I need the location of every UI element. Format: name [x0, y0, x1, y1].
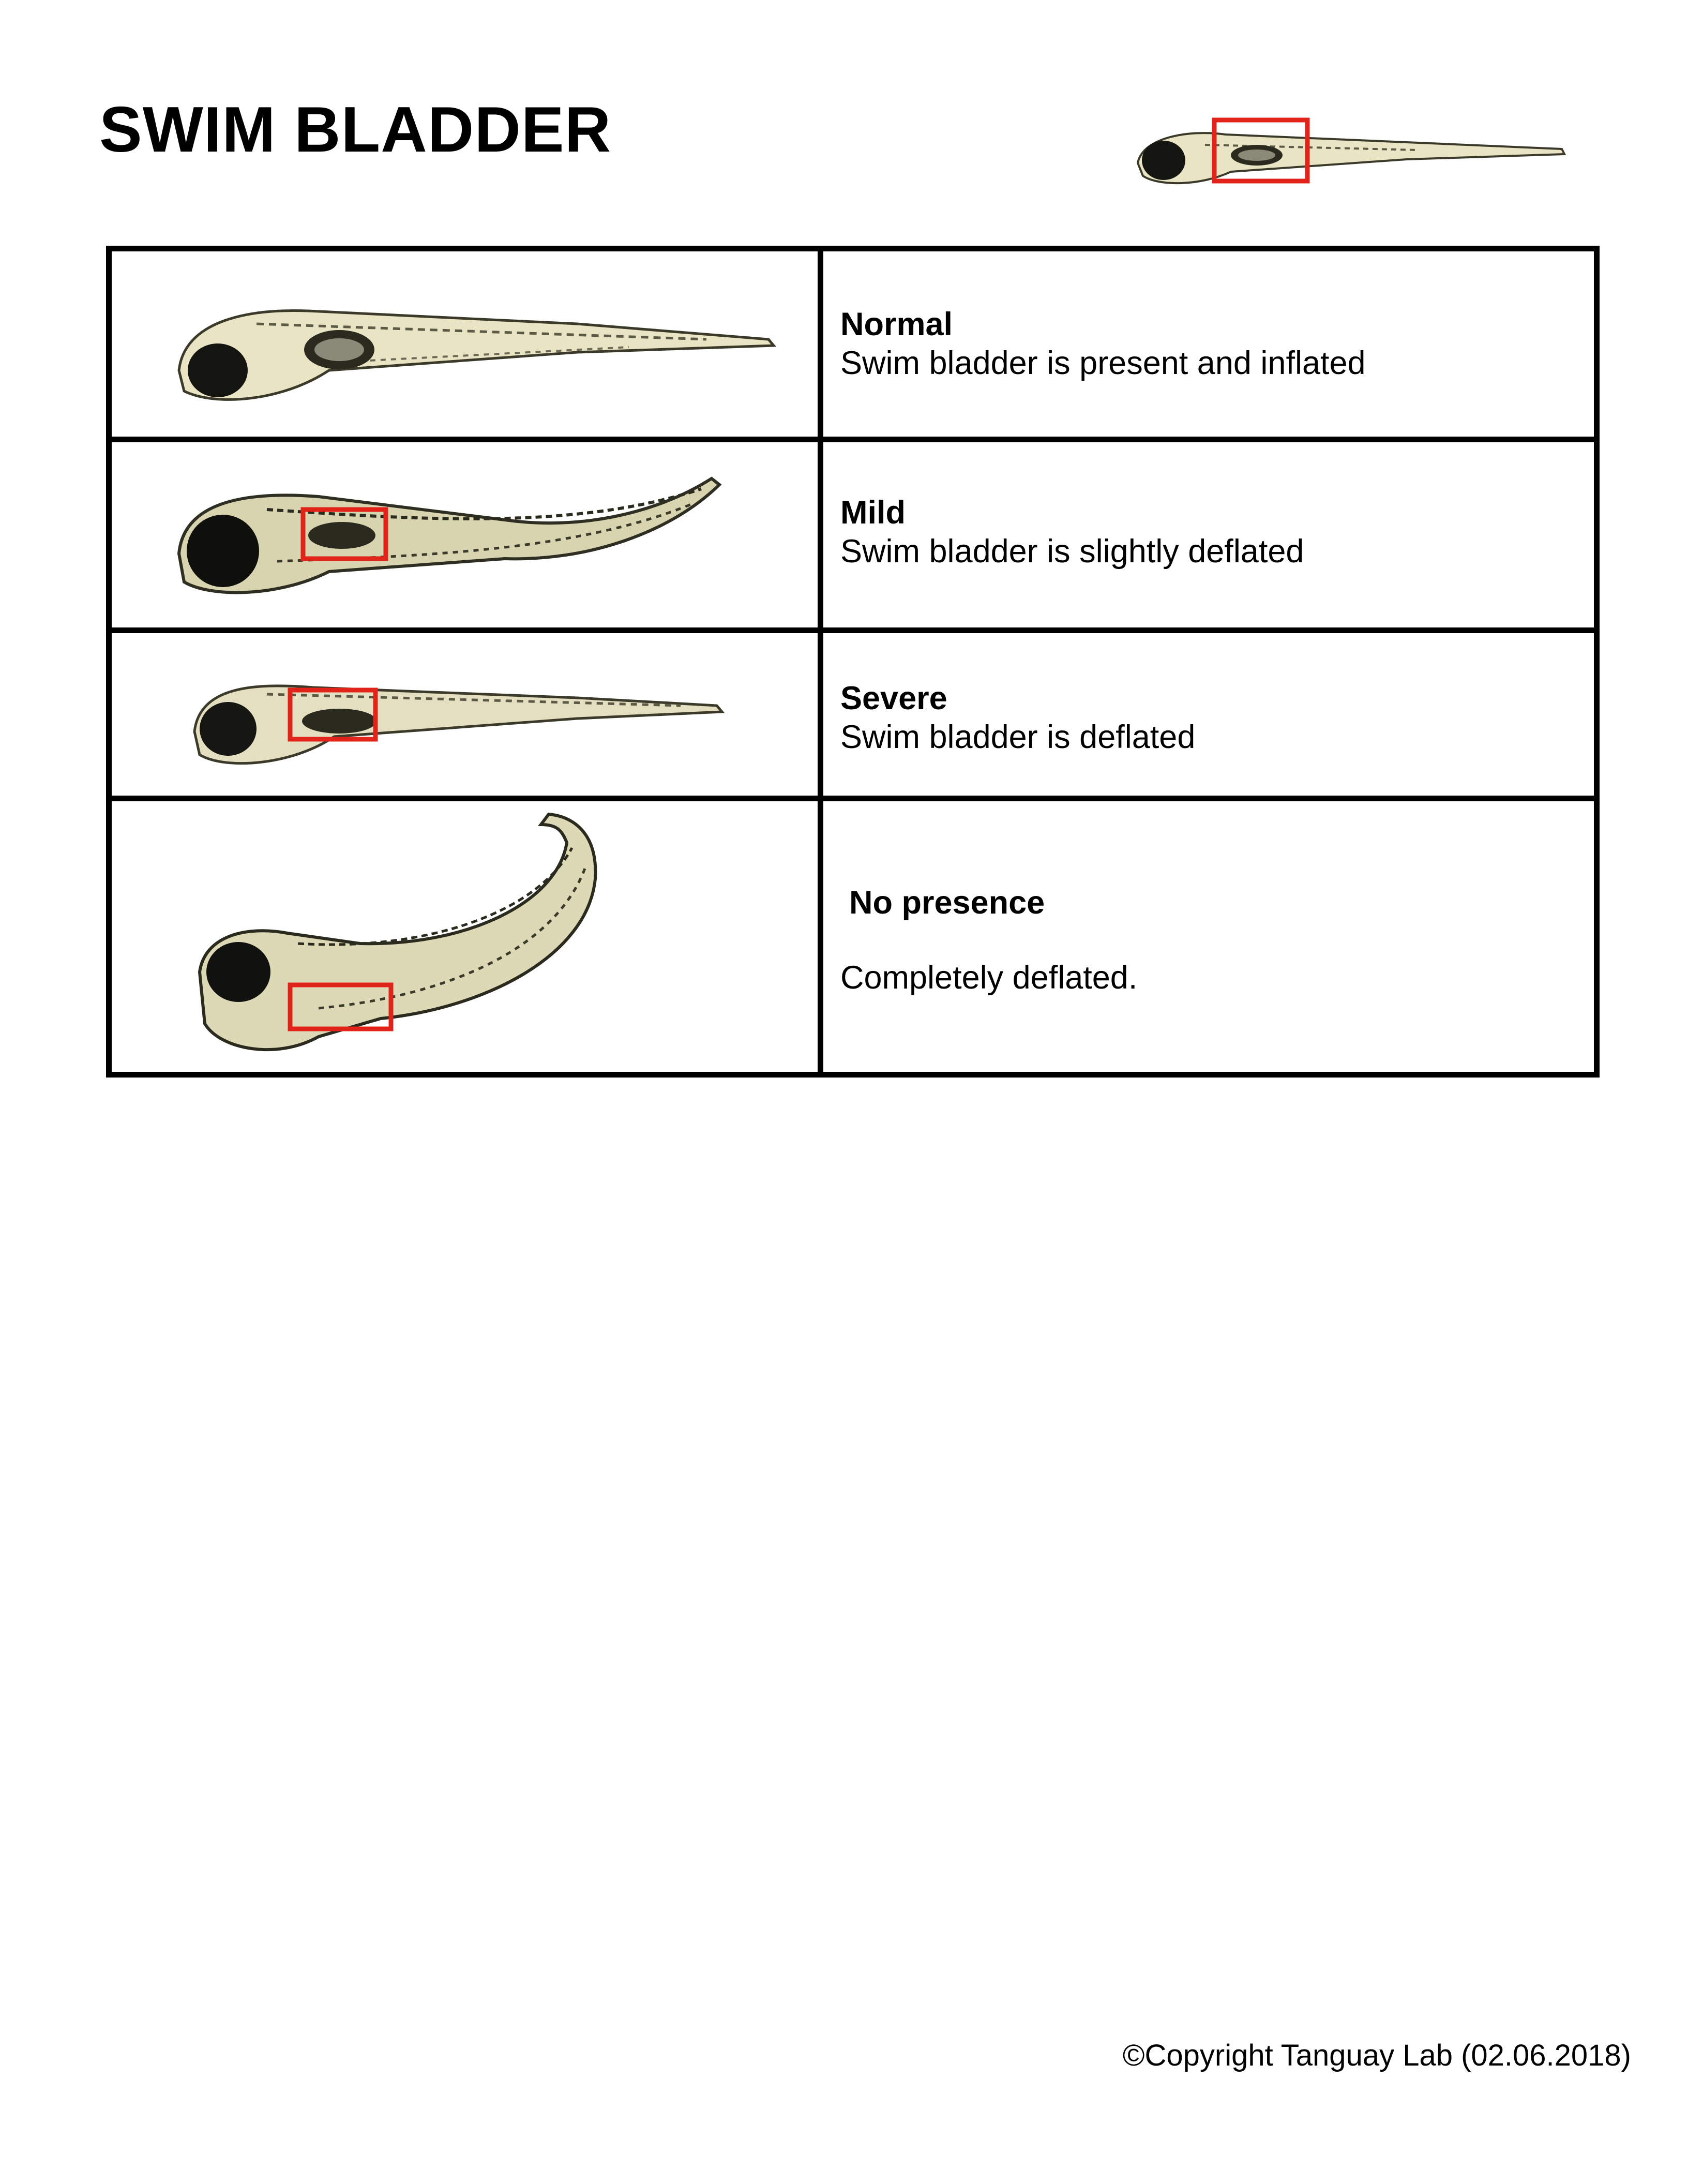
row-text: Severe Swim bladder is deflated — [823, 633, 1594, 796]
severity-description: Completely deflated. — [840, 960, 1138, 996]
severity-label: Severe — [840, 680, 947, 716]
row-text: No presence Completely deflated. — [823, 801, 1594, 1072]
page-title: SWIM BLADDER — [99, 94, 612, 166]
highlight-box — [288, 687, 378, 742]
reference-larva-image — [1136, 117, 1566, 185]
table-row: Normal Swim bladder is present and infla… — [112, 251, 1594, 437]
table-row: Mild Swim bladder is slightly deflated — [112, 437, 1594, 627]
table-row: Severe Swim bladder is deflated — [112, 627, 1594, 796]
severity-label: Normal — [840, 306, 953, 342]
larva-mild-image — [112, 442, 823, 627]
row-text: Mild Swim bladder is slightly deflated — [823, 442, 1594, 627]
larva-normal-image — [112, 251, 823, 437]
larva-no-presence-image — [112, 801, 823, 1072]
larva-severe-image — [112, 633, 823, 796]
swim-bladder-table: Normal Swim bladder is present and infla… — [106, 246, 1600, 1078]
severity-description: Swim bladder is slightly deflated — [840, 533, 1304, 570]
highlight-box — [288, 982, 394, 1031]
row-text: Normal Swim bladder is present and infla… — [823, 251, 1594, 437]
table-row: No presence Completely deflated. — [112, 796, 1594, 1072]
severity-label: No presence — [849, 885, 1045, 921]
severity-description: Swim bladder is deflated — [840, 719, 1196, 755]
highlight-box — [300, 507, 388, 561]
highlight-box — [1212, 117, 1310, 184]
copyright-notice: ©Copyright Tanguay Lab (02.06.2018) — [1122, 2039, 1631, 2072]
severity-description: Swim bladder is present and inflated — [840, 345, 1366, 381]
severity-label: Mild — [840, 495, 906, 531]
